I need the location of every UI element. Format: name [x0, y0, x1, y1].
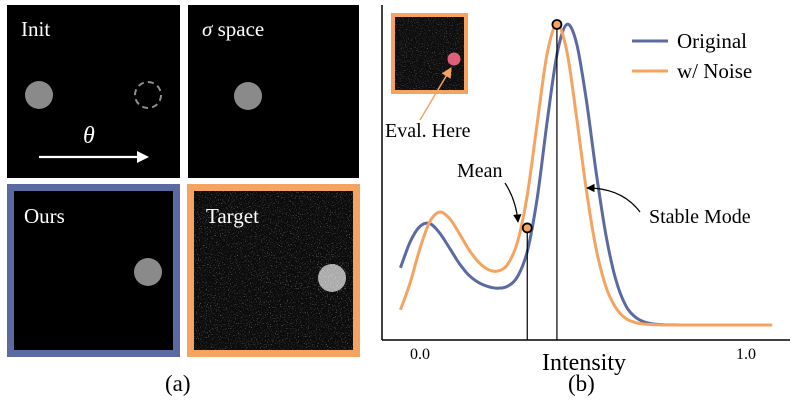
- eval-here-arrow: [419, 67, 452, 121]
- panel-target: Target: [187, 184, 360, 357]
- stable-mode-marker-point: [551, 19, 563, 30]
- caption-b: (b): [568, 371, 595, 396]
- stable-mode-arrow: [586, 183, 641, 213]
- legend: Original w/ Noise: [632, 29, 752, 83]
- ours-label: Ours: [24, 204, 65, 228]
- inset-image: [391, 13, 468, 94]
- inset-pink-circle: [447, 52, 461, 66]
- legend-label-original: Original: [677, 29, 747, 53]
- xtick-label-0: 0.0: [410, 346, 430, 363]
- theta-arrow: [39, 151, 149, 163]
- panel-sigma-space: σ space: [188, 5, 359, 178]
- ours-circle: [134, 258, 162, 286]
- panel-init: Init θ: [7, 5, 180, 178]
- caption-a: (a): [165, 371, 191, 396]
- sigma-circle: [234, 82, 262, 110]
- legend-label-noise: w/ Noise: [677, 59, 752, 83]
- series-line-noise: [398, 23, 773, 327]
- target-noise-texture: [194, 191, 353, 350]
- init-circle: [25, 81, 53, 109]
- mean-arrow: [504, 182, 522, 223]
- x-axis-label: Intensity: [542, 350, 626, 376]
- stable-mode-annotation: Stable Mode: [649, 206, 751, 228]
- xtick-label-1: 1.0: [736, 346, 756, 363]
- mean-annotation: Mean: [457, 160, 503, 182]
- init-label: Init: [21, 17, 51, 41]
- theta-label: θ: [83, 123, 95, 149]
- eval-here-annotation: Eval. Here: [385, 120, 471, 142]
- target-position-dashed-circle: [134, 81, 162, 109]
- target-label: Target: [206, 204, 259, 228]
- mean-marker-point: [521, 222, 533, 234]
- space-text: space: [212, 17, 265, 41]
- sigma-symbol: σ: [202, 17, 213, 41]
- panel-ours: Ours: [7, 184, 180, 357]
- sigma-space-label: σ space: [202, 17, 264, 42]
